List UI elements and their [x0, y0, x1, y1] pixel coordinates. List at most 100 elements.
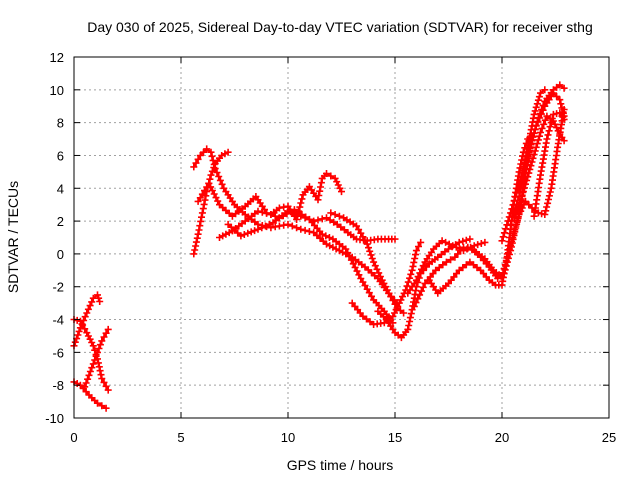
data-point — [464, 243, 472, 251]
data-point — [96, 367, 104, 375]
data-point — [200, 148, 207, 156]
data-point — [74, 331, 82, 339]
y-tick-label: -2 — [52, 280, 64, 295]
data-point — [455, 238, 463, 246]
y-tick-label: 8 — [57, 116, 64, 131]
data-point — [203, 145, 211, 153]
data-point — [333, 220, 341, 228]
data-point — [530, 110, 538, 118]
data-point — [557, 100, 565, 108]
data-point — [244, 229, 252, 237]
data-point — [211, 165, 219, 173]
series-arc-21 — [530, 109, 568, 220]
data-point — [213, 169, 221, 176]
data-point — [333, 178, 341, 186]
data-point — [216, 176, 224, 184]
data-point — [310, 217, 318, 225]
data-point — [533, 140, 541, 148]
data-point — [91, 356, 99, 364]
data-point — [419, 283, 427, 291]
data-point — [502, 257, 510, 264]
data-point — [94, 348, 101, 356]
data-point — [317, 179, 325, 187]
data-point — [326, 216, 334, 224]
data-point — [412, 276, 420, 284]
data-point — [88, 339, 96, 346]
data-point — [314, 216, 322, 224]
data-point — [533, 100, 541, 108]
data-point — [196, 222, 204, 230]
data-point — [524, 173, 532, 181]
data-point — [194, 230, 202, 238]
data-point — [506, 245, 513, 253]
data-point — [417, 287, 425, 295]
data-point — [208, 152, 216, 160]
data-point — [315, 192, 323, 199]
data-point — [96, 298, 104, 305]
data-point — [531, 147, 539, 155]
data-point — [98, 337, 106, 345]
data-point — [367, 251, 375, 259]
data-point — [81, 325, 89, 333]
x-tick-label: 10 — [281, 430, 295, 445]
data-point — [502, 225, 510, 233]
data-point — [205, 179, 213, 187]
data-point — [515, 203, 522, 211]
data-point — [508, 205, 516, 213]
data-point — [353, 267, 361, 275]
data-point — [207, 148, 215, 156]
data-point — [191, 246, 199, 254]
data-point — [100, 378, 108, 386]
data-point — [400, 309, 408, 317]
data-point — [96, 341, 104, 349]
data-point — [507, 241, 515, 249]
data-point — [210, 161, 218, 168]
data-point — [349, 260, 357, 268]
x-tick-label: 5 — [177, 430, 184, 445]
data-point — [334, 181, 342, 189]
data-point — [100, 333, 108, 341]
data-point — [301, 226, 309, 234]
data-point — [466, 235, 474, 243]
data-point — [75, 327, 83, 335]
data-point — [207, 171, 215, 179]
data-point — [104, 386, 112, 394]
data-point — [94, 399, 101, 407]
data-point — [513, 189, 521, 197]
data-point — [201, 187, 208, 195]
y-tick-label: -4 — [52, 313, 64, 328]
grid-lines — [74, 57, 609, 418]
data-point — [408, 266, 416, 274]
data-point — [501, 261, 509, 269]
data-point — [194, 197, 202, 205]
data-point — [251, 227, 259, 235]
plot-frame — [73, 56, 610, 419]
data-point — [521, 157, 529, 165]
x-tick-label: 20 — [495, 430, 509, 445]
data-point — [519, 188, 527, 196]
data-point — [355, 226, 363, 234]
data-point — [95, 345, 103, 352]
data-point — [513, 218, 521, 226]
data-point — [414, 295, 422, 303]
data-point — [418, 265, 425, 273]
data-point — [323, 170, 330, 177]
data-point — [505, 213, 513, 221]
data-point — [322, 232, 330, 240]
data-point — [357, 275, 365, 282]
data-point — [297, 212, 305, 220]
data-point — [104, 325, 112, 333]
x-tick-label: 25 — [602, 430, 616, 445]
data-point — [214, 197, 222, 205]
data-point — [512, 222, 520, 230]
data-point — [529, 154, 537, 162]
data-point — [473, 264, 481, 272]
data-point — [534, 96, 542, 104]
data-point — [560, 137, 568, 145]
data-point — [509, 234, 517, 241]
data-point — [192, 238, 200, 246]
data-point — [447, 256, 455, 264]
data-point — [539, 106, 547, 114]
data-point — [540, 120, 548, 128]
data-point — [441, 248, 449, 256]
